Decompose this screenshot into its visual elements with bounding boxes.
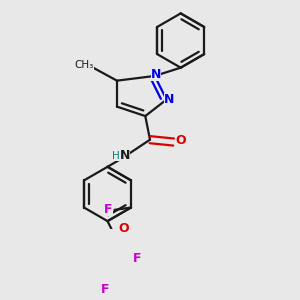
Text: F: F (133, 252, 141, 266)
Text: O: O (119, 222, 129, 235)
Text: O: O (175, 134, 185, 147)
Text: F: F (104, 203, 113, 216)
Text: H: H (112, 151, 120, 161)
Text: N: N (164, 93, 174, 106)
Text: F: F (101, 283, 110, 296)
Text: N: N (151, 68, 161, 81)
Text: N: N (120, 149, 130, 162)
Text: CH₃: CH₃ (74, 60, 94, 70)
